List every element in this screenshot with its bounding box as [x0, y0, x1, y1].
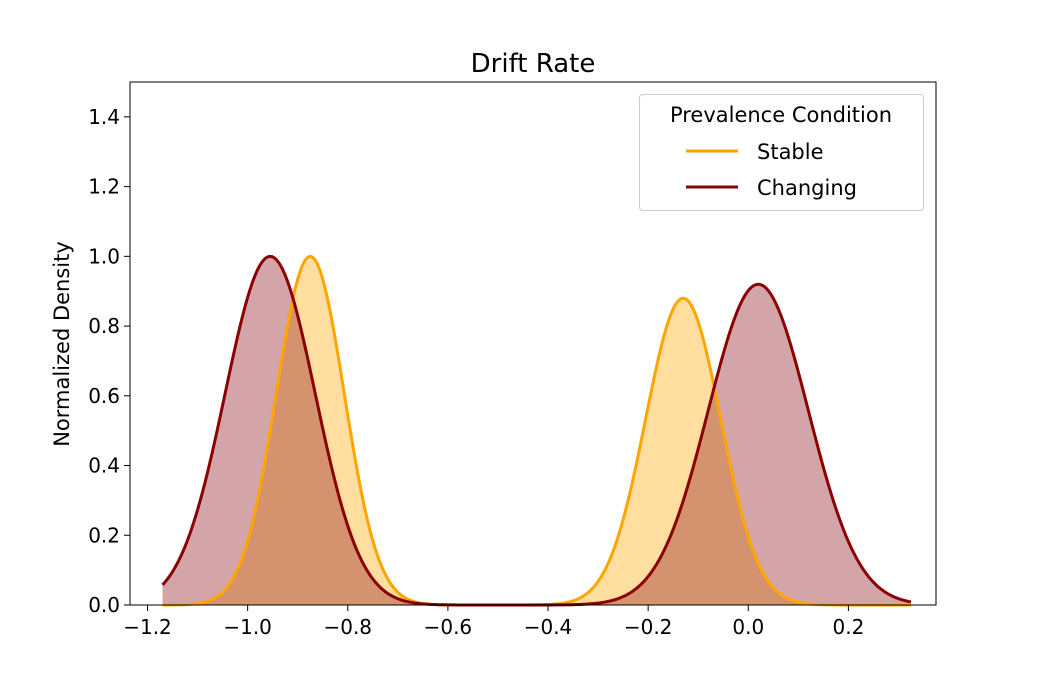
y-tick-label: 1.4 — [88, 105, 120, 129]
plot-frame — [129, 81, 937, 606]
x-tick-label: −1.0 — [223, 615, 272, 639]
y-tick-label: 0.2 — [88, 523, 120, 547]
plot-area — [129, 81, 937, 607]
legend-label-changing: Changing — [757, 176, 857, 200]
y-tick-label: 1.2 — [88, 175, 120, 199]
x-tick-label: 0.0 — [732, 615, 764, 639]
x-tick-label: −0.8 — [323, 615, 372, 639]
y-axis: 0.0 0.2 0.4 0.6 0.8 1.0 1.2 1.4 — [88, 105, 130, 617]
x-tick-label: 0.2 — [832, 615, 864, 639]
x-tick-label: −0.4 — [524, 615, 573, 639]
y-tick-label: 0.0 — [88, 593, 120, 617]
x-tick-label: −0.2 — [624, 615, 673, 639]
y-tick-label: 0.8 — [88, 314, 120, 338]
legend-title: Prevalence Condition — [670, 103, 892, 127]
y-axis-label: Normalized Density — [50, 241, 74, 447]
x-tick-label: −1.2 — [123, 615, 172, 639]
y-tick-label: 1.0 — [88, 244, 120, 268]
fill-overlap — [162, 301, 911, 605]
chart-title: Drift Rate — [471, 49, 596, 79]
x-axis: −1.2 −1.0 −0.8 −0.6 −0.4 −0.2 0.0 0.2 — [123, 605, 864, 639]
legend-label-stable: Stable — [757, 140, 824, 164]
legend-box — [639, 94, 924, 211]
y-tick-label: 0.6 — [88, 384, 120, 408]
y-tick-label: 0.4 — [88, 454, 120, 478]
series-overlap — [162, 301, 911, 605]
x-tick-label: −0.6 — [424, 615, 473, 639]
legend: Prevalence Condition Stable Changing — [639, 94, 924, 211]
